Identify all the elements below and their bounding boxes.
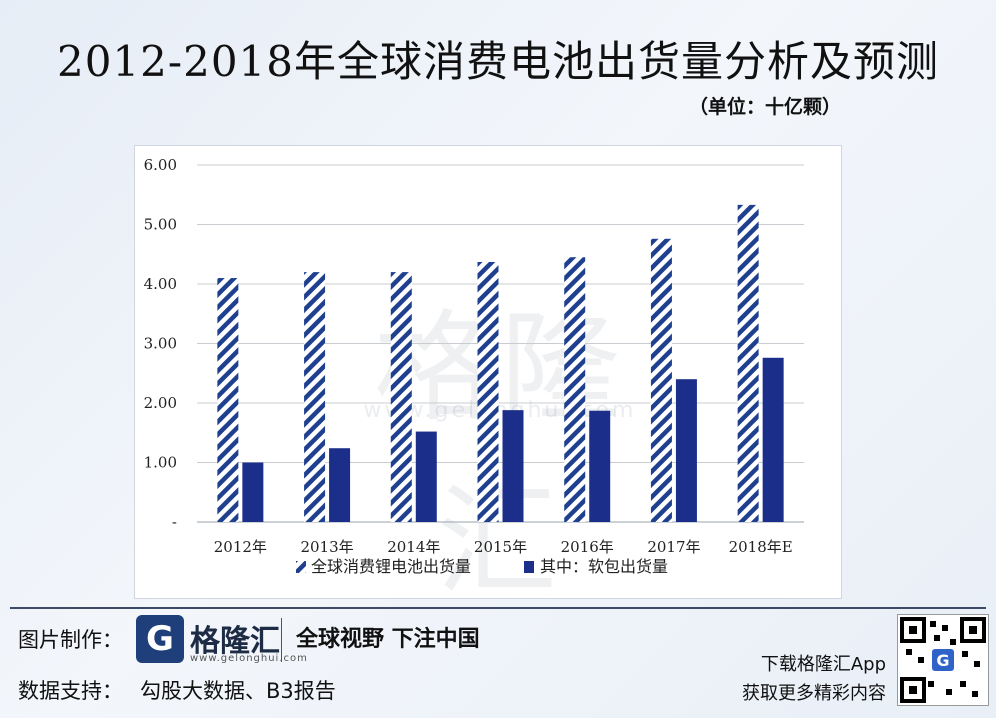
app-download-text: 下载格隆汇App bbox=[760, 654, 886, 675]
legend-swatch-total bbox=[296, 561, 306, 573]
slogan: 全球视野 下注中国 bbox=[296, 627, 480, 652]
bar-total-shipments bbox=[737, 204, 759, 523]
bar-pouch-shipments bbox=[589, 410, 611, 522]
unit-label: （单位：十亿颗） bbox=[688, 96, 841, 118]
footer-divider bbox=[10, 607, 986, 609]
y-tick-label: 2.00 bbox=[144, 394, 177, 412]
logo-url: www.gelonghui.com bbox=[190, 653, 308, 664]
x-tick-label: 2018年E bbox=[729, 538, 793, 556]
y-tick-label: 6.00 bbox=[144, 156, 177, 174]
logo-icon: G bbox=[136, 615, 184, 663]
x-tick-label: 2015年 bbox=[474, 538, 527, 556]
bar-total-shipments bbox=[564, 257, 586, 522]
y-tick-label: 1.00 bbox=[144, 454, 177, 472]
legend-swatch-pouch bbox=[524, 561, 534, 573]
y-tick-label: - bbox=[172, 513, 177, 531]
x-tick-label: 2016年 bbox=[561, 538, 614, 556]
x-tick-label: 2014年 bbox=[387, 538, 440, 556]
y-tick-label: 5.00 bbox=[144, 216, 177, 234]
y-tick-label: 4.00 bbox=[144, 275, 177, 293]
x-tick-label: 2017年 bbox=[647, 538, 700, 556]
x-tick-label: 2012年 bbox=[214, 538, 267, 556]
bar-total-shipments bbox=[390, 272, 412, 522]
app-promo-text: 获取更多精彩内容 bbox=[742, 683, 886, 704]
bar-total-shipments bbox=[304, 272, 326, 522]
logo-name: 格隆汇 bbox=[190, 624, 280, 659]
bar-pouch-shipments bbox=[415, 431, 437, 522]
bar-total-shipments bbox=[477, 261, 499, 522]
bar-total-shipments bbox=[217, 278, 239, 522]
made-by-label: 图片制作： bbox=[18, 628, 123, 652]
legend-label-pouch: 其中：软包出货量 bbox=[540, 557, 668, 576]
y-tick-label: 3.00 bbox=[144, 335, 177, 353]
bar-pouch-shipments bbox=[329, 448, 351, 522]
data-support-value: 勾股大数据、B3报告 bbox=[140, 679, 336, 703]
chart-title: 2012-2018年全球消费电池出货量分析及预测 bbox=[57, 37, 939, 86]
bar-pouch-shipments bbox=[502, 410, 524, 522]
bar-pouch-shipments bbox=[762, 357, 784, 522]
bar-total-shipments bbox=[650, 238, 672, 522]
legend-label-total: 全球消费锂电池出货量 bbox=[311, 557, 471, 576]
bar-pouch-shipments bbox=[675, 379, 697, 522]
footer-vertical-divider bbox=[281, 618, 282, 662]
x-tick-label: 2013年 bbox=[300, 538, 353, 556]
bar-pouch-shipments bbox=[242, 462, 264, 522]
data-support-label: 数据支持： bbox=[18, 679, 123, 703]
qr-code-icon[interactable]: G bbox=[897, 614, 989, 706]
svg-text:G: G bbox=[936, 651, 949, 670]
